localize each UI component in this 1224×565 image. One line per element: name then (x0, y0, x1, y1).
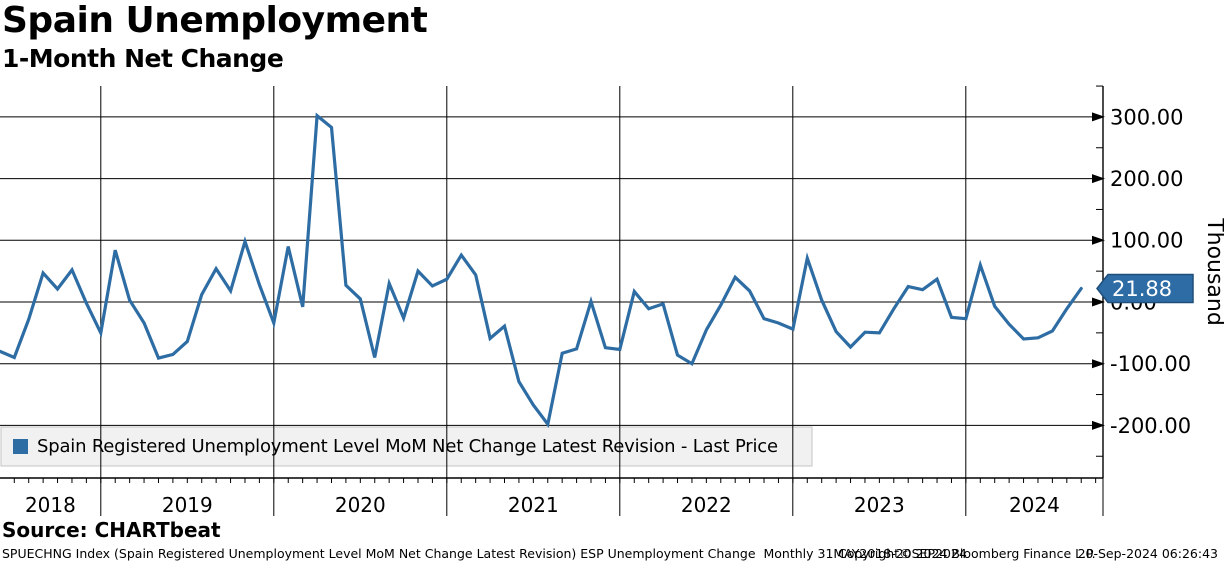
y-tick-arrow-icon (1092, 420, 1105, 430)
source-line: Source: CHARTbeat (2, 518, 221, 542)
last-price-value: 21.88 (1112, 277, 1172, 301)
legend-marker-icon (13, 439, 28, 454)
y-tick-arrow-icon (1092, 174, 1105, 184)
y-tick-label: -200.00 (1110, 414, 1191, 438)
y-tick-arrow-icon (1092, 359, 1105, 369)
footer-copyright: Copyright© 2024 Bloomberg Finance L.P. (838, 546, 1096, 561)
y-tick-label: 200.00 (1110, 167, 1183, 191)
y-tick-arrow-icon (1092, 235, 1105, 245)
y-tick-label: 100.00 (1110, 229, 1183, 253)
footer-timestamp: 20-Sep-2024 06:26:43 (1077, 546, 1218, 561)
y-axis-unit-label: Thousand (1202, 217, 1224, 326)
y-tick-label: -100.00 (1110, 352, 1191, 376)
x-tick-label: 2022 (681, 493, 732, 517)
legend-box (0, 426, 813, 467)
page-title: Spain Unemployment (2, 0, 428, 41)
footer-ticker-description: SPUECHNG Index (Spain Registered Unemplo… (2, 546, 967, 561)
y-tick-arrow-icon (1092, 297, 1105, 307)
x-tick-label: 2021 (508, 493, 559, 517)
data-line (0, 112, 1083, 428)
last-price-badge (1096, 273, 1194, 304)
x-tick-label: 2019 (162, 493, 213, 517)
legend: Spain Registered Unemployment Level MoM … (0, 427, 812, 466)
x-tick-label: 2024 (1009, 493, 1060, 517)
y-tick-arrow-icon (1092, 112, 1105, 122)
x-tick-label: 2018 (25, 493, 76, 517)
page-subtitle: 1-Month Net Change (2, 44, 284, 73)
x-tick-label: 2023 (854, 493, 905, 517)
legend-label: Spain Registered Unemployment Level MoM … (37, 436, 778, 457)
x-tick-label: 2020 (335, 493, 386, 517)
y-tick-label: 300.00 (1110, 105, 1183, 129)
